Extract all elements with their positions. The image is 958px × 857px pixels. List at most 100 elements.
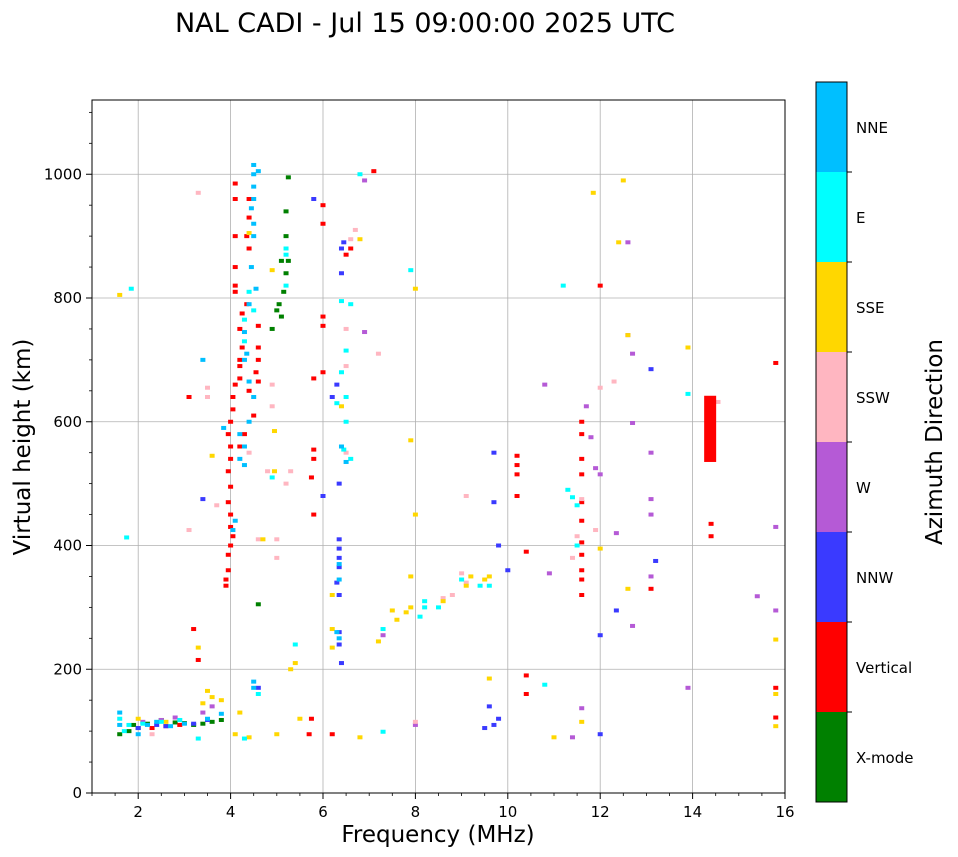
x-tick-label: 2 — [133, 803, 143, 821]
y-axis-label: Virtual height (km) — [10, 339, 36, 556]
echo-point-e — [241, 339, 247, 344]
echo-point-vertical — [514, 472, 520, 477]
echo-point-ssw — [449, 593, 455, 597]
echo-point-vertical — [239, 345, 245, 350]
echo-point-vertical — [255, 357, 261, 362]
echo-point-ssw — [288, 469, 294, 474]
y-tick-label: 800 — [53, 289, 82, 307]
echo-point-sse — [773, 637, 779, 642]
echo-point-vertical — [773, 685, 779, 690]
echo-point-e — [348, 456, 354, 461]
echo-point-e — [436, 605, 441, 610]
echo-point-vertical — [255, 379, 261, 384]
echo-point-vertical — [523, 673, 529, 678]
echo-point-nnw — [491, 450, 497, 455]
echo-point-vertical — [186, 395, 192, 399]
echo-point-nne — [251, 685, 257, 690]
echo-point-sse — [269, 268, 275, 273]
echo-point-e — [195, 736, 201, 741]
colorbar-tick-label: NNE — [856, 119, 888, 137]
echo-point-vertical — [311, 376, 317, 381]
echo-point-nne — [241, 463, 247, 468]
echo-point-nne — [336, 636, 342, 641]
echo-point-w — [630, 351, 636, 356]
echo-point-e — [177, 717, 183, 722]
echo-point-vertical — [149, 726, 155, 731]
x-tick-label: 14 — [683, 803, 702, 821]
echo-point-vertical — [232, 234, 238, 239]
echo-point-vertical — [244, 234, 250, 239]
colorbar-tick-label: SSW — [856, 389, 890, 407]
echo-point-nnw — [191, 721, 197, 726]
echo-point-ssw — [149, 732, 155, 737]
y-axis-ticks: 0 200 400 600 800 1000 — [44, 111, 92, 802]
echo-point-nne — [181, 721, 187, 726]
echo-point-vertical — [320, 314, 326, 319]
echo-point-e — [574, 543, 580, 548]
echo-point-sse — [357, 735, 363, 740]
y-tick-label: 600 — [53, 413, 82, 431]
echo-point-e — [292, 642, 298, 647]
echo-point-ssw — [459, 571, 465, 576]
echo-point-x-mode — [283, 234, 289, 239]
x-tick-label: 16 — [775, 803, 794, 821]
echo-point-vertical — [228, 456, 234, 461]
echo-point-w — [625, 240, 631, 245]
echo-point-w — [172, 715, 178, 720]
echo-point-nne — [237, 456, 243, 461]
echo-point-vertical — [514, 494, 520, 498]
echo-point-nnw — [336, 593, 342, 597]
echo-point-vertical — [246, 246, 252, 251]
echo-point-nne — [246, 379, 252, 384]
echo-point-vertical — [232, 197, 238, 201]
echo-point-nne — [251, 197, 257, 201]
echo-point-sse — [408, 574, 414, 579]
echo-point-sse — [408, 605, 414, 610]
echo-point-nne — [251, 184, 257, 189]
echo-point-sse — [200, 701, 206, 706]
echo-point-vertical — [514, 453, 520, 458]
echo-point-e — [422, 599, 428, 604]
colorbar-tick-label: Vertical — [856, 659, 912, 677]
echo-point-sse — [403, 610, 409, 615]
echo-point-x-mode — [285, 175, 291, 180]
echo-point-ssw — [283, 481, 289, 486]
echo-point-ssw — [343, 326, 349, 331]
echo-point-vertical — [230, 407, 236, 412]
echo-point-vertical — [523, 692, 529, 696]
echo-point-nne — [343, 459, 349, 464]
echo-point-vertical — [579, 577, 585, 582]
echo-point-nnw — [334, 382, 340, 387]
echo-point-ssw — [463, 494, 469, 498]
echo-point-nnw — [486, 704, 492, 709]
echo-point-nnw — [338, 271, 344, 276]
echo-point-sse — [246, 231, 252, 236]
echo-point-e — [128, 286, 134, 291]
echo-point-nne — [251, 172, 257, 177]
echo-point-vertical — [773, 360, 779, 365]
echo-point-w — [362, 330, 368, 335]
colorbar-swatch — [816, 442, 847, 532]
echo-point-sse — [271, 429, 277, 434]
echo-point-e — [459, 577, 465, 582]
echo-point-ssw — [463, 580, 469, 585]
echo-point-vertical — [228, 543, 234, 548]
echo-point-nnw — [163, 724, 169, 729]
echo-point-nne — [117, 722, 123, 727]
echo-point-sse — [468, 574, 474, 579]
colorbar-swatch — [816, 622, 847, 712]
x-tick-label: 12 — [591, 803, 610, 821]
echo-point-sse — [288, 667, 294, 672]
echo-point-sse — [389, 608, 395, 613]
colorbar-swatch — [816, 82, 847, 172]
echo-point-nnw — [338, 246, 344, 251]
echo-point-w — [648, 574, 654, 579]
echo-point-e — [117, 716, 123, 721]
echo-point-e — [560, 283, 566, 288]
echo-point-vertical — [237, 376, 243, 381]
echo-point-vertical — [232, 181, 238, 186]
x-tick-label: 8 — [411, 803, 421, 821]
echo-point-vertical — [329, 732, 335, 737]
echo-point-x-mode — [117, 732, 123, 737]
echo-point-sse — [329, 645, 335, 650]
